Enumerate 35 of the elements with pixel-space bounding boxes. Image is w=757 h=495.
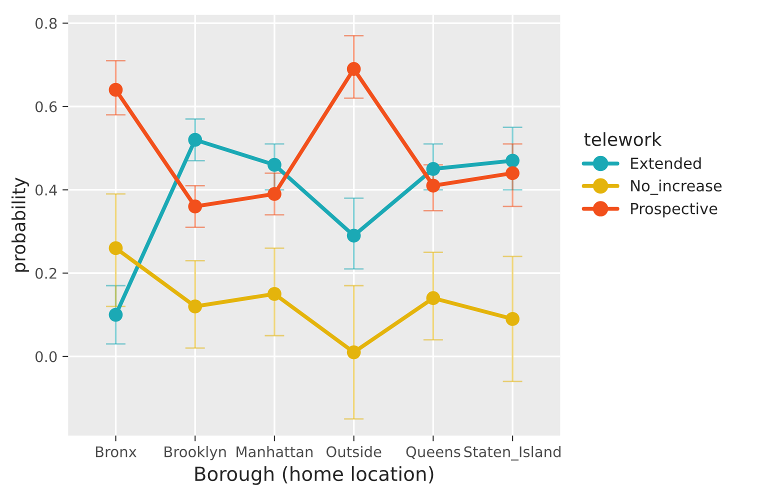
y-tick-label: 0.4 bbox=[35, 184, 57, 196]
point bbox=[108, 308, 123, 322]
point bbox=[346, 228, 361, 243]
legend-label: Extended bbox=[631, 157, 701, 170]
x-tick-label: Queens bbox=[406, 446, 460, 459]
legend-label: No_increase bbox=[631, 180, 722, 195]
x-tick-label: Bronx bbox=[96, 446, 137, 458]
x-axis-title: Borough (home location) bbox=[195, 466, 434, 485]
point bbox=[426, 162, 440, 176]
point bbox=[426, 178, 440, 193]
y-tick-label: 0.0 bbox=[35, 351, 57, 362]
legend-label: Prospective bbox=[631, 202, 718, 218]
point bbox=[108, 82, 123, 97]
point bbox=[268, 158, 282, 172]
point bbox=[506, 154, 520, 168]
point bbox=[188, 132, 202, 147]
x-tick-label: Outside bbox=[326, 446, 382, 458]
point bbox=[108, 241, 123, 256]
point bbox=[426, 291, 440, 306]
y-axis-title: probability bbox=[11, 178, 29, 272]
y-tick-label: 0.6 bbox=[35, 101, 57, 112]
point bbox=[188, 200, 202, 214]
x-tick-label: Brooklyn bbox=[164, 446, 226, 460]
point bbox=[346, 345, 361, 360]
y-tick-label: 0.8 bbox=[35, 18, 57, 29]
point bbox=[346, 62, 361, 76]
point bbox=[188, 300, 202, 314]
point bbox=[268, 287, 282, 301]
x-tick-label: Staten_Island bbox=[464, 446, 560, 461]
point bbox=[506, 166, 520, 180]
legend-title: telework bbox=[584, 132, 662, 146]
point bbox=[268, 187, 282, 201]
point bbox=[506, 312, 520, 326]
x-tick-label: Manhattan bbox=[236, 446, 313, 458]
y-tick-label: 0.2 bbox=[35, 268, 56, 279]
